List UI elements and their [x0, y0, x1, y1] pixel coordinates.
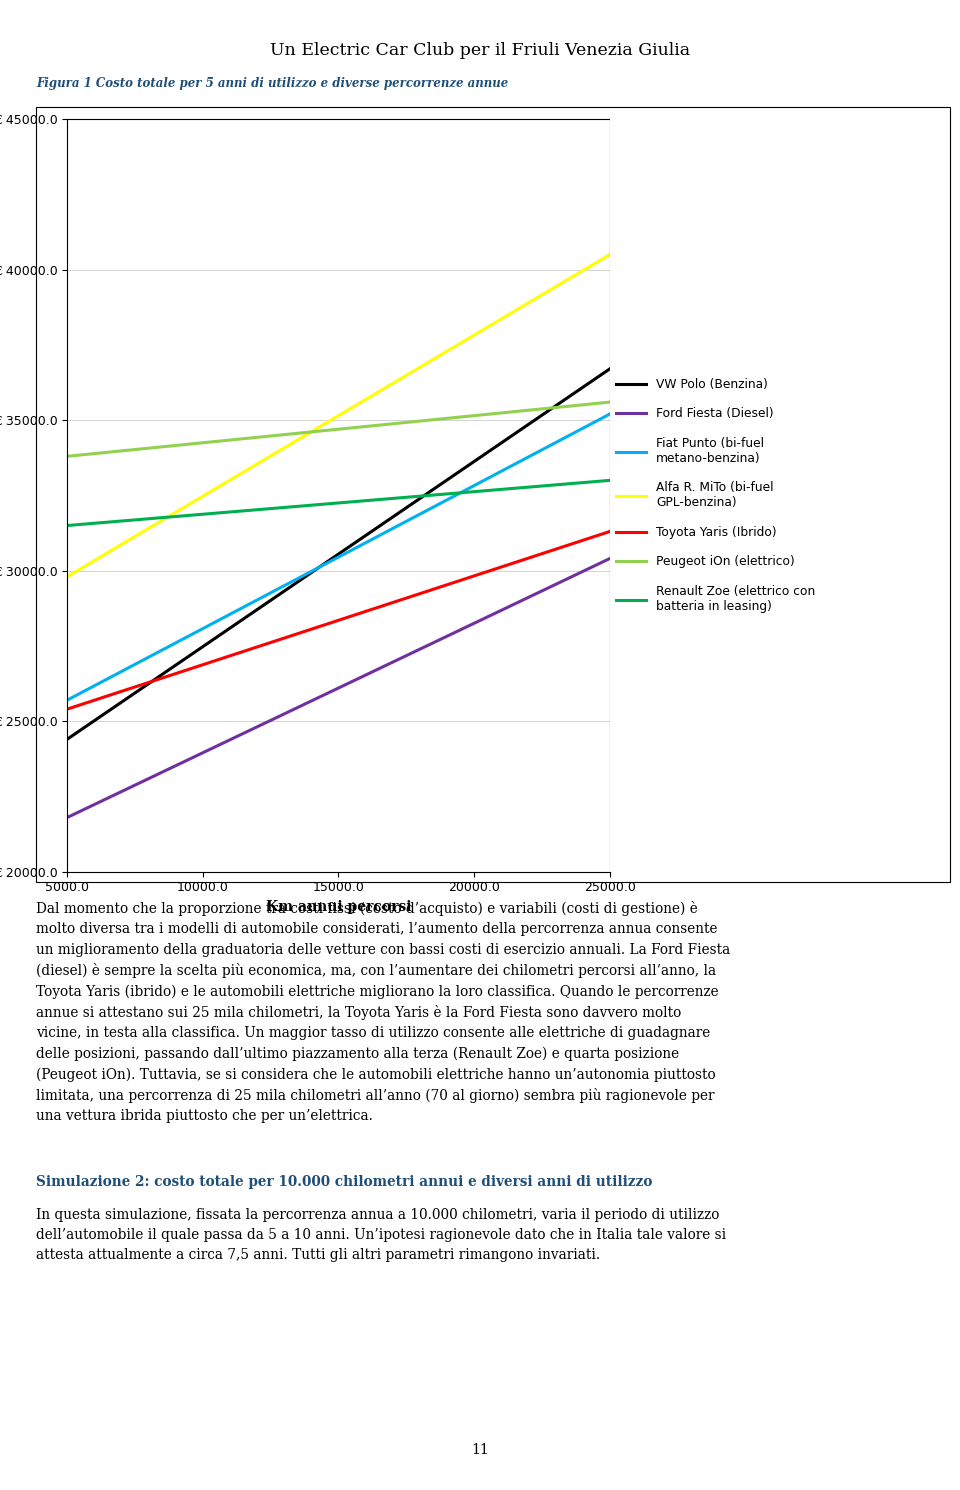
- X-axis label: Km annui percorsi: Km annui percorsi: [266, 900, 411, 913]
- Text: Dal momento che la proporzione tra costi fissi (costo d’acquisto) e variabili (c: Dal momento che la proporzione tra costi…: [36, 901, 731, 1123]
- Text: Figura 1 Costo totale per 5 anni di utilizzo e diverse percorrenze annue: Figura 1 Costo totale per 5 anni di util…: [36, 77, 509, 91]
- Text: 11: 11: [471, 1444, 489, 1457]
- Text: In questa simulazione, fissata la percorrenza annua a 10.000 chilometri, varia i: In questa simulazione, fissata la percor…: [36, 1207, 727, 1262]
- Legend: VW Polo (Benzina), Ford Fiesta (Diesel), Fiat Punto (bi-fuel
metano-benzina), Al: VW Polo (Benzina), Ford Fiesta (Diesel),…: [615, 378, 815, 612]
- Text: Un Electric Car Club per il Friuli Venezia Giulia: Un Electric Car Club per il Friuli Venez…: [270, 42, 690, 58]
- Text: Simulazione 2: costo totale per 10.000 chilometri annui e diversi anni di utiliz: Simulazione 2: costo totale per 10.000 c…: [36, 1174, 653, 1189]
